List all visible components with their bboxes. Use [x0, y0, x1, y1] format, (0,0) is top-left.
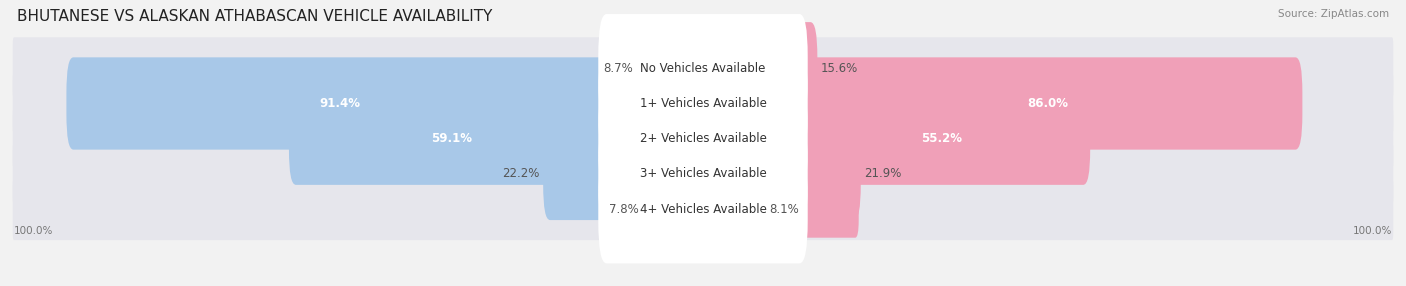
- Text: 8.7%: 8.7%: [603, 62, 633, 75]
- FancyBboxPatch shape: [13, 108, 1393, 170]
- Text: 8.1%: 8.1%: [769, 203, 799, 216]
- Text: BHUTANESE VS ALASKAN ATHABASCAN VEHICLE AVAILABILITY: BHUTANESE VS ALASKAN ATHABASCAN VEHICLE …: [17, 9, 492, 23]
- Text: 86.0%: 86.0%: [1026, 97, 1069, 110]
- Text: 7.8%: 7.8%: [609, 203, 638, 216]
- Text: 100.0%: 100.0%: [14, 226, 53, 236]
- FancyBboxPatch shape: [599, 49, 807, 158]
- FancyBboxPatch shape: [599, 120, 807, 228]
- FancyBboxPatch shape: [13, 178, 1393, 240]
- FancyBboxPatch shape: [13, 143, 1393, 205]
- Text: 22.2%: 22.2%: [502, 167, 540, 180]
- Text: Source: ZipAtlas.com: Source: ZipAtlas.com: [1278, 9, 1389, 19]
- FancyBboxPatch shape: [793, 93, 1090, 185]
- Text: 3+ Vehicles Available: 3+ Vehicles Available: [640, 167, 766, 180]
- FancyBboxPatch shape: [640, 40, 706, 97]
- FancyBboxPatch shape: [599, 155, 807, 263]
- Text: 4+ Vehicles Available: 4+ Vehicles Available: [640, 203, 766, 216]
- Text: 2+ Vehicles Available: 2+ Vehicles Available: [640, 132, 766, 145]
- Text: 59.1%: 59.1%: [430, 132, 471, 145]
- FancyBboxPatch shape: [13, 72, 1393, 134]
- FancyBboxPatch shape: [66, 57, 613, 150]
- Text: 91.4%: 91.4%: [319, 97, 360, 110]
- Text: No Vehicles Available: No Vehicles Available: [640, 62, 766, 75]
- Text: 21.9%: 21.9%: [865, 167, 901, 180]
- FancyBboxPatch shape: [796, 181, 859, 238]
- FancyBboxPatch shape: [599, 84, 807, 193]
- FancyBboxPatch shape: [793, 128, 860, 220]
- FancyBboxPatch shape: [13, 37, 1393, 99]
- Text: 15.6%: 15.6%: [821, 62, 858, 75]
- FancyBboxPatch shape: [793, 57, 1302, 150]
- Text: 55.2%: 55.2%: [921, 132, 962, 145]
- FancyBboxPatch shape: [543, 128, 613, 220]
- Text: 100.0%: 100.0%: [1353, 226, 1392, 236]
- FancyBboxPatch shape: [599, 14, 807, 122]
- FancyBboxPatch shape: [645, 181, 706, 238]
- FancyBboxPatch shape: [793, 22, 817, 114]
- FancyBboxPatch shape: [290, 93, 613, 185]
- Text: 1+ Vehicles Available: 1+ Vehicles Available: [640, 97, 766, 110]
